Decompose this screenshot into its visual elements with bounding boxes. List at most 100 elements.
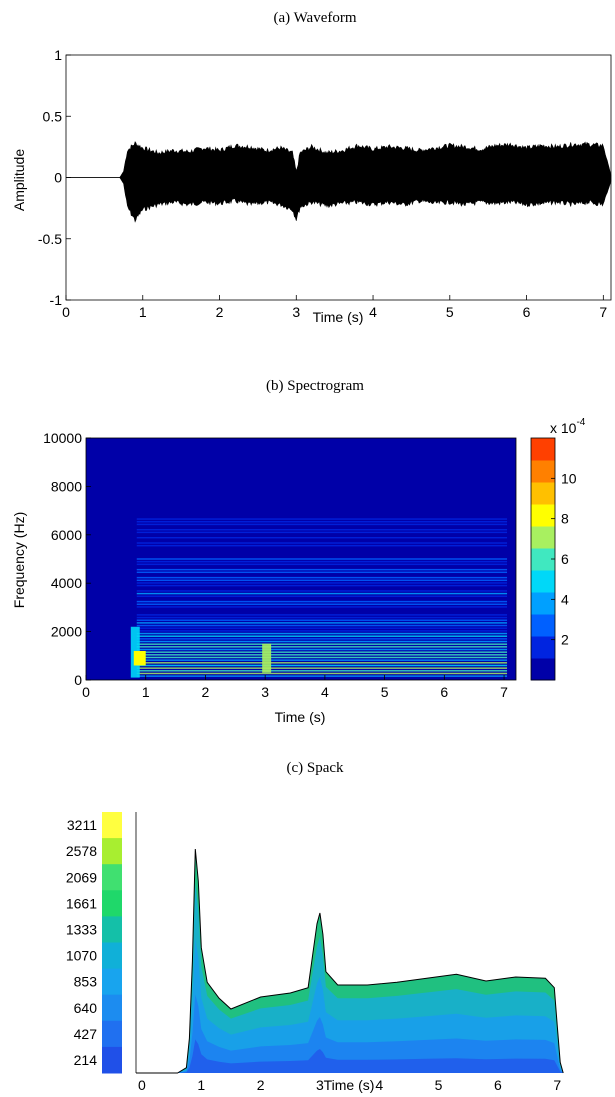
colorbar-swatch [531, 658, 555, 681]
spack-x-tick-label: 1 [197, 1077, 205, 1093]
colorbar-swatch [531, 438, 555, 461]
spack-legend-swatch [102, 968, 122, 996]
spack-outline [136, 848, 564, 1074]
colorbar-swatch [531, 526, 555, 549]
spectrogram-band [136, 518, 508, 520]
spack-x-tick-label: 3 [316, 1077, 324, 1093]
spack-legend-swatch [102, 1020, 122, 1048]
spectrogram-band [136, 568, 508, 571]
spectrogram-band [136, 640, 508, 643]
spectrogram-band [136, 523, 508, 526]
spack-legend-swatch [102, 838, 122, 865]
spectrogram-band [136, 595, 508, 597]
spectrogram-band [136, 656, 508, 659]
colorbar-swatch [531, 570, 555, 593]
colorbar-swatch [531, 460, 555, 483]
spack-legend-label: 2578 [66, 843, 97, 859]
spectrogram-band [136, 544, 508, 547]
spectrogram-band [136, 576, 508, 579]
waveform-x-tick-label: 7 [599, 304, 607, 320]
spectrogram-y-tick-label: 4000 [51, 575, 82, 591]
waveform-y-ticks: 1 0.5 0 -0.5 -1 [38, 47, 71, 308]
spectrogram-band [136, 590, 508, 592]
spectrogram-band [136, 646, 508, 648]
waveform-x-tick-label: 2 [216, 304, 224, 320]
spack-legend-label: 427 [74, 1026, 98, 1042]
spectrogram-x-tick-label: 2 [202, 684, 210, 700]
spectrogram-x-tick-label: 5 [381, 684, 389, 700]
spectrogram-band [136, 582, 508, 584]
spack-x-label: Time (s) [324, 1077, 375, 1093]
spectrogram-band [136, 614, 508, 616]
spack-plot-area [136, 848, 564, 1074]
colorbar-tick-label: 8 [561, 511, 569, 527]
waveform-x-ticks: 0 1 2 3 4 5 6 7 [62, 295, 607, 320]
colorbar-swatch [531, 636, 555, 659]
spectrogram-band [136, 600, 508, 603]
waveform-x-tick-label: 0 [62, 304, 70, 320]
spectrogram-band [136, 528, 508, 531]
spectrogram-band [136, 659, 508, 661]
spectrogram-band [136, 579, 508, 582]
spack-area-layer [136, 994, 564, 1073]
spectrogram-band [136, 630, 508, 632]
spectrogram-peak [133, 650, 146, 666]
waveform-y-tick-label: -1 [50, 292, 63, 308]
spectrogram-y-tick-label: 2000 [51, 624, 82, 640]
spack-legend-swatch [102, 1046, 122, 1074]
waveform-signal [66, 141, 612, 223]
spectrogram-band [136, 662, 508, 664]
spectrogram-band [136, 648, 508, 651]
spack-x-tick-label: 7 [553, 1077, 561, 1093]
spack-legend-label: 214 [74, 1052, 98, 1068]
spack-legend-swatch [102, 994, 122, 1022]
spectrogram-y-tick-label: 6000 [51, 527, 82, 543]
spectrogram-y-tick-label: 8000 [51, 478, 82, 494]
spack-legend-label: 2069 [66, 869, 97, 885]
spectrogram-x-ticks: 0 1 2 3 4 5 6 7 [82, 675, 508, 700]
spectrogram-band [136, 616, 508, 619]
spectrogram-band [136, 531, 508, 534]
waveform-y-tick-label: 0.5 [43, 108, 63, 124]
spectrogram-x-tick-label: 0 [82, 684, 90, 700]
colorbar-tick-label: 6 [561, 551, 569, 567]
spectrogram-band [136, 560, 508, 563]
waveform-y-tick-label: -0.5 [38, 231, 62, 247]
spack-x-tick-label: 0 [138, 1077, 146, 1093]
waveform-title: (a) Waveform [273, 10, 356, 26]
spectrogram-band [136, 619, 508, 621]
spectrogram-band [136, 632, 508, 635]
spectrogram-band [136, 643, 508, 645]
waveform-x-label: Time (s) [313, 309, 364, 325]
spectrogram-x-tick-label: 3 [261, 684, 269, 700]
spectrogram-x-tick-label: 1 [142, 684, 150, 700]
spectrogram-title: (b) Spectrogram [266, 378, 364, 394]
colorbar-swatch [531, 504, 555, 527]
colorbar-swatch [531, 592, 555, 615]
spectrogram-colorbar: 10 8 6 4 2 [530, 437, 577, 681]
spack-legend-swatch [102, 812, 122, 839]
spack-x-tick-label: 4 [375, 1077, 383, 1093]
colorbar-swatch [531, 548, 555, 571]
spectrogram-x-tick-label: 7 [500, 684, 508, 700]
spectrogram-x-tick-label: 6 [440, 684, 448, 700]
spectrogram-x-tick-label: 4 [321, 684, 329, 700]
spack-x-tick-label: 2 [257, 1077, 265, 1093]
spectrogram-band [136, 521, 508, 523]
spectrogram-band [136, 536, 508, 539]
spectrogram-band [136, 606, 508, 608]
spectrogram-x-label: Time (s) [275, 709, 326, 725]
waveform-y-tick-label: 1 [54, 47, 62, 63]
waveform-x-tick-label: 3 [292, 304, 300, 320]
spectrogram-band [136, 672, 508, 675]
waveform-x-tick-label: 6 [523, 304, 531, 320]
spectrogram-band [136, 622, 508, 624]
colorbar-exponent-label: x 10-4 [550, 417, 586, 436]
spectrogram-band [136, 584, 508, 587]
colorbar-tick-label: 10 [561, 470, 577, 486]
colorbar-tick-label: 4 [561, 591, 569, 607]
spack-legend-swatch [102, 890, 122, 917]
spectrogram-band [136, 592, 508, 595]
